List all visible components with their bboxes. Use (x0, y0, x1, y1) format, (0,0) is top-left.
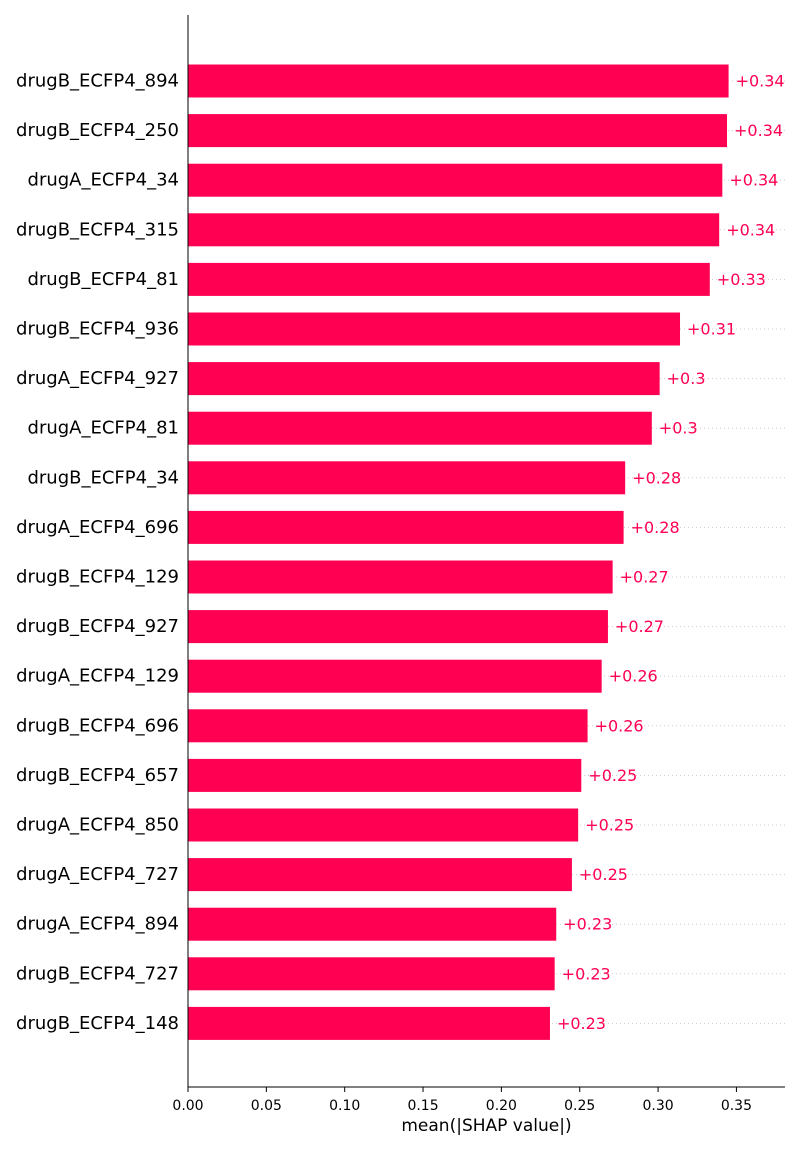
x-tick-label: 0.10 (329, 1098, 360, 1114)
value-label: +0.25 (588, 766, 637, 785)
category-label: drugA_ECFP4_927 (16, 368, 179, 389)
value-label: +0.3 (667, 369, 706, 388)
bar (188, 709, 588, 743)
value-label: +0.33 (717, 270, 766, 289)
category-label: drugB_ECFP4_894 (16, 71, 179, 92)
category-label: drugB_ECFP4_936 (16, 319, 179, 340)
category-label: drugB_ECFP4_927 (16, 616, 179, 637)
value-label: +0.23 (563, 915, 612, 934)
value-label: +0.25 (579, 865, 628, 884)
bar (188, 362, 660, 396)
x-ticks: 0.00 0.05 0.10 0.15 0.20 0.25 0.30 0.35 (172, 1087, 752, 1114)
bar (188, 510, 624, 544)
value-label: +0.28 (631, 518, 680, 537)
bar (188, 808, 579, 842)
bar (188, 1006, 550, 1040)
category-label: drugB_ECFP4_34 (27, 467, 179, 488)
value-label: +0.28 (632, 468, 681, 487)
x-tick-label: 0.20 (486, 1098, 517, 1114)
bar (188, 610, 608, 644)
value-label: +0.31 (687, 320, 736, 339)
bar (188, 560, 613, 594)
value-label: +0.23 (562, 964, 611, 983)
x-tick-label: 0.05 (251, 1098, 282, 1114)
value-label: +0.34 (734, 121, 783, 140)
category-label: drugB_ECFP4_696 (16, 715, 179, 736)
x-tick-label: 0.30 (642, 1098, 673, 1114)
category-label: drugB_ECFP4_148 (16, 1013, 179, 1034)
category-label: drugA_ECFP4_850 (16, 815, 179, 836)
value-label: +0.25 (585, 816, 634, 835)
x-tick-label: 0.25 (564, 1098, 595, 1114)
value-label: +0.34 (736, 72, 785, 91)
category-label: drugB_ECFP4_250 (16, 120, 179, 141)
value-label: +0.3 (659, 419, 698, 438)
bar (188, 659, 602, 693)
category-label: drugA_ECFP4_727 (16, 864, 179, 885)
bar (188, 907, 557, 941)
value-label: +0.34 (726, 220, 775, 239)
category-label: drugA_ECFP4_696 (16, 517, 179, 538)
bar (188, 957, 555, 991)
x-tick-label: 0.35 (721, 1098, 752, 1114)
value-label: +0.26 (595, 716, 644, 735)
category-label: drugA_ECFP4_34 (28, 170, 179, 191)
value-labels: +0.34 +0.34 +0.34 +0.34 +0.33 +0.31 +0.3 +0.3 +0… (557, 72, 785, 1033)
bars (188, 64, 729, 1040)
value-label: +0.27 (620, 568, 669, 587)
value-label: +0.26 (609, 667, 658, 686)
x-tick-label: 0.00 (172, 1098, 203, 1114)
category-label: drugA_ECFP4_81 (28, 418, 179, 439)
bar (188, 411, 652, 445)
bar (188, 312, 681, 346)
bar (188, 858, 572, 892)
bar (188, 461, 626, 495)
bar (188, 114, 728, 148)
value-label: +0.34 (729, 171, 778, 190)
x-axis-title: mean(|SHAP value|) (401, 1116, 571, 1136)
value-label: +0.27 (615, 617, 664, 636)
bar (188, 64, 729, 98)
category-label: drugB_ECFP4_657 (16, 765, 179, 786)
category-label: drugB_ECFP4_81 (27, 269, 179, 290)
bar (188, 213, 720, 247)
category-label: drugA_ECFP4_129 (16, 666, 179, 687)
category-labels: drugB_ECFP4_894 drugB_ECFP4_250 drugA_ECFP… (16, 71, 179, 1034)
bar (188, 262, 710, 296)
category-label: drugB_ECFP4_727 (16, 963, 179, 984)
bar (188, 758, 582, 792)
value-label: +0.23 (557, 1014, 606, 1033)
category-label: drugB_ECFP4_129 (16, 567, 179, 588)
bar (188, 163, 723, 197)
category-label: drugB_ECFP4_315 (16, 219, 179, 240)
x-tick-label: 0.15 (407, 1098, 438, 1114)
category-label: drugA_ECFP4_894 (16, 914, 179, 935)
